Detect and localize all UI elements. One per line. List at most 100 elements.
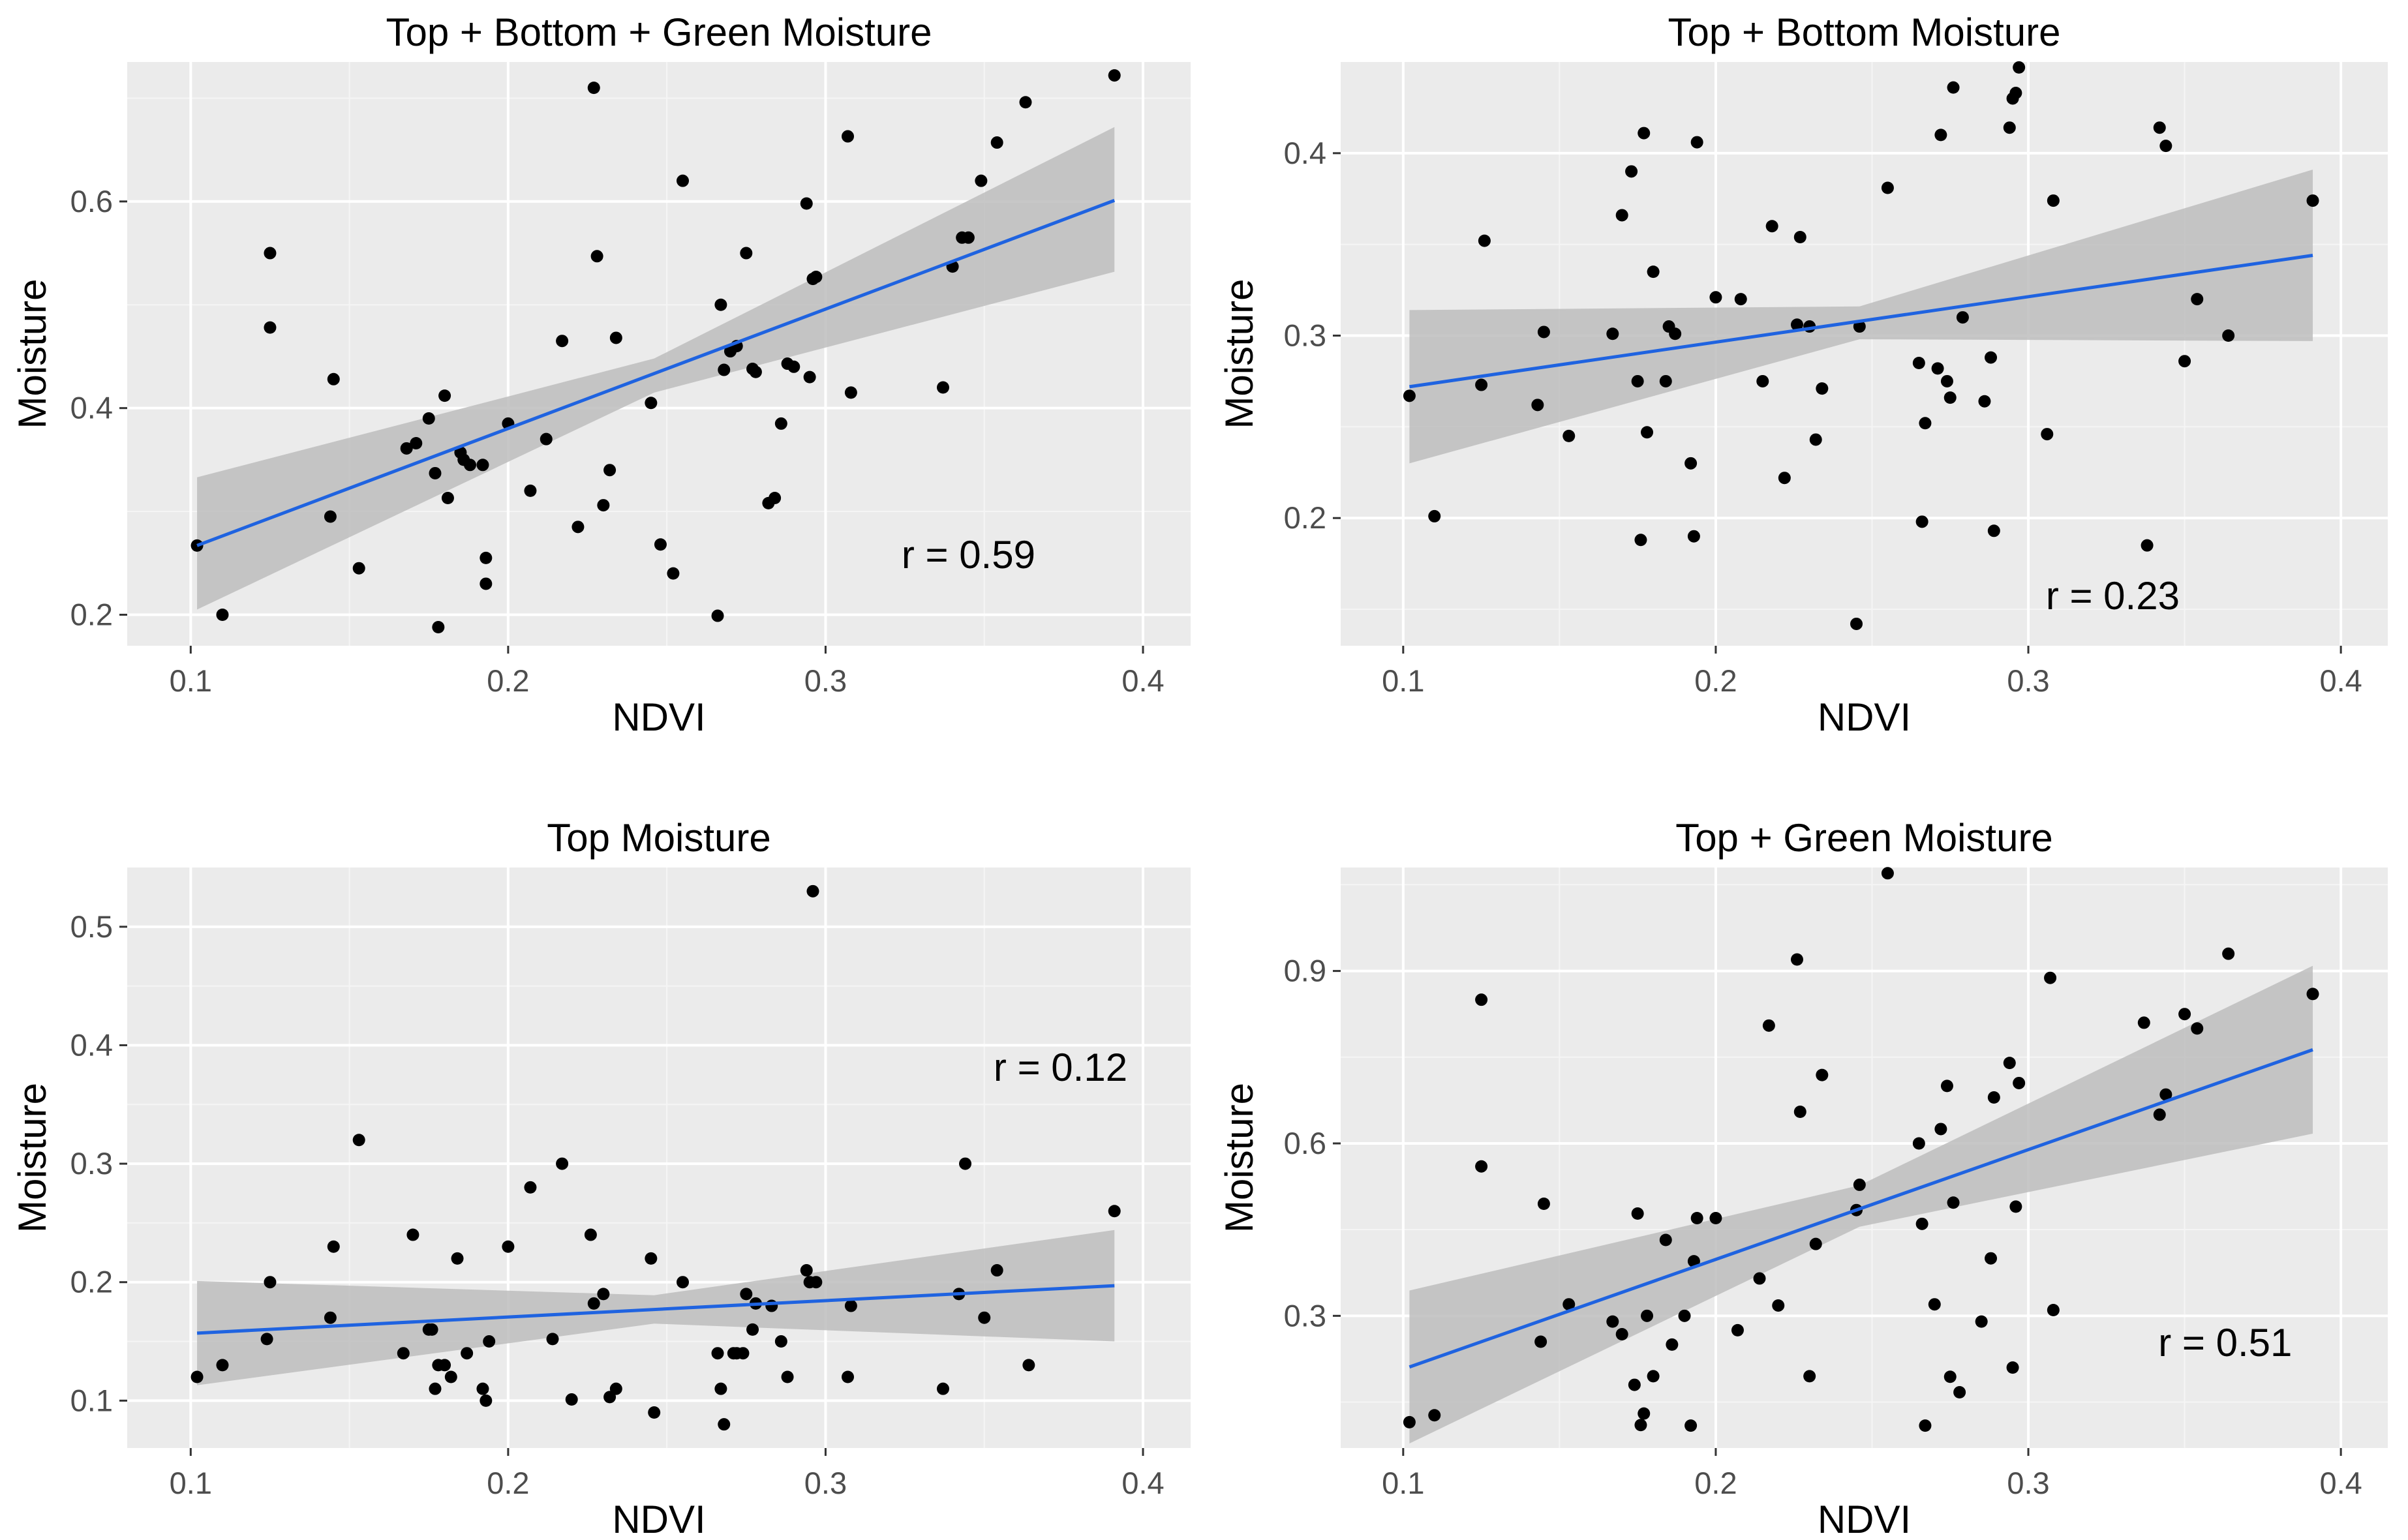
data-point	[556, 1157, 569, 1170]
regression-line	[1409, 1048, 2313, 1369]
data-point	[1666, 1338, 1679, 1351]
data-point	[2041, 428, 2054, 441]
data-point	[556, 335, 569, 348]
data-point	[480, 1394, 493, 1407]
data-point	[959, 1157, 972, 1170]
data-point	[1934, 128, 1947, 142]
data-point	[1690, 136, 1703, 149]
data-point	[1709, 291, 1722, 304]
data-point	[1731, 1323, 1744, 1336]
data-point	[429, 466, 442, 479]
data-point	[1931, 362, 1944, 375]
data-point	[546, 1333, 559, 1346]
data-point	[590, 250, 603, 263]
data-point	[1634, 534, 1647, 547]
data-point	[718, 363, 731, 376]
data-point	[1108, 69, 1121, 82]
data-point	[2003, 121, 2016, 134]
x-tick-label: 0.2	[1694, 663, 1737, 698]
data-point	[1634, 1419, 1647, 1432]
data-point	[451, 1252, 464, 1265]
data-point	[441, 491, 454, 504]
data-point	[654, 538, 667, 551]
data-point	[800, 197, 813, 210]
data-point	[645, 397, 658, 410]
data-point	[740, 1288, 753, 1301]
x-axis-title: NDVI	[612, 695, 705, 739]
chart-title: Top + Bottom Moisture	[1668, 10, 2061, 54]
data-point	[1985, 1252, 1998, 1265]
data-point	[1478, 234, 1491, 247]
data-point	[1756, 374, 1769, 387]
data-point	[400, 442, 413, 455]
data-point	[1631, 1207, 1644, 1220]
data-point	[422, 412, 435, 425]
data-point	[769, 491, 782, 504]
data-point	[524, 1181, 537, 1194]
data-point	[1537, 1197, 1550, 1210]
data-point	[810, 270, 823, 283]
data-point	[1765, 220, 1778, 233]
correlation-annotation: r = 0.51	[2158, 1321, 2292, 1365]
data-point	[711, 1347, 724, 1360]
data-point	[425, 1323, 438, 1336]
data-point	[324, 510, 337, 523]
confidence-band	[197, 127, 1115, 610]
x-tick-label: 0.3	[804, 1466, 847, 1500]
confidence-band	[1409, 965, 2313, 1443]
data-point	[645, 1252, 658, 1265]
data-point	[765, 1299, 778, 1312]
data-point	[216, 608, 229, 621]
data-point	[2159, 1088, 2172, 1101]
data-point	[676, 174, 689, 187]
data-point	[1641, 426, 1654, 439]
data-point	[806, 884, 819, 898]
x-axis-title: NDVI	[612, 1498, 705, 1540]
data-point	[1659, 1233, 1672, 1246]
data-point	[1881, 867, 1894, 880]
confidence-band	[1409, 170, 2313, 464]
y-tick-label: 0.2	[70, 1265, 113, 1299]
data-point	[1403, 1415, 1416, 1428]
data-point	[2044, 971, 2057, 984]
data-point	[1753, 1272, 1766, 1285]
correlation-annotation: r = 0.12	[994, 1046, 1127, 1089]
data-point	[1531, 399, 1544, 412]
x-tick-label: 0.4	[2319, 663, 2362, 698]
data-point	[1687, 530, 1700, 543]
data-point	[1853, 320, 1866, 333]
chart-panel-4: 0.1 0.2 0.3 0.4 0.3 0.6 0.9 Top + Green Moistur…	[1217, 816, 2388, 1540]
data-point	[787, 360, 800, 373]
data-point	[480, 577, 493, 590]
data-point	[352, 1134, 365, 1147]
data-point	[1709, 1212, 1722, 1225]
data-point	[327, 1240, 340, 1253]
data-point	[2191, 1022, 2204, 1035]
data-point	[480, 551, 493, 564]
data-point	[1947, 81, 1960, 94]
data-point	[1022, 1359, 1035, 1372]
x-tick-label: 0.2	[1694, 1466, 1737, 1500]
data-point	[2006, 1361, 2019, 1374]
x-tick-label: 0.2	[487, 1466, 529, 1500]
data-point	[2222, 947, 2235, 960]
data-point	[397, 1347, 410, 1360]
data-point	[1809, 1237, 1822, 1250]
data-point	[476, 1382, 489, 1395]
data-point	[844, 1299, 857, 1312]
data-point	[1793, 1106, 1806, 1119]
data-point	[718, 1418, 731, 1431]
data-point	[1853, 1178, 1866, 1191]
data-point	[667, 567, 680, 580]
y-tick-label: 0.1	[70, 1383, 113, 1417]
data-point	[1475, 378, 1488, 391]
data-point	[1606, 327, 1619, 340]
data-point	[264, 1276, 277, 1289]
data-point	[740, 247, 753, 260]
data-point	[714, 298, 727, 311]
x-axis-title: NDVI	[1818, 695, 1911, 739]
data-point	[2153, 121, 2166, 134]
data-point	[800, 1264, 813, 1277]
y-tick-label: 0.4	[70, 391, 113, 425]
